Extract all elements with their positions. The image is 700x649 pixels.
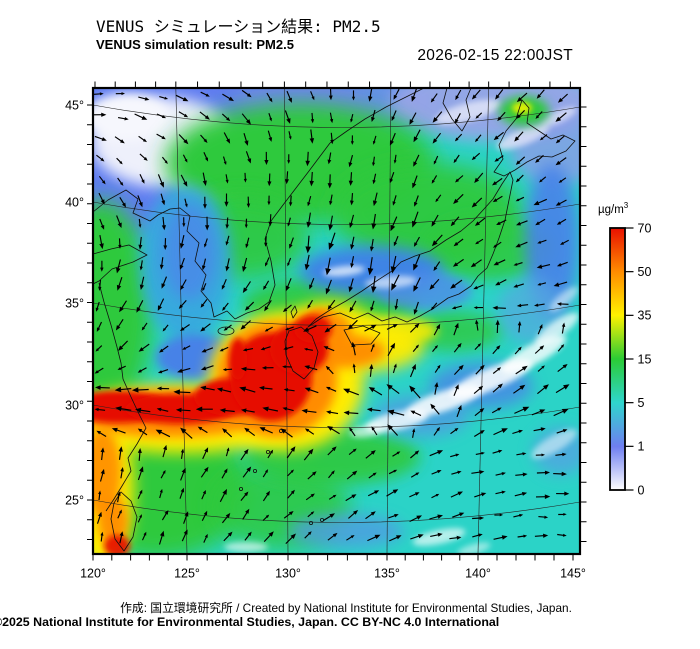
simulation-timestamp: 2026-02-15 22:00JST (417, 47, 573, 64)
svg-text:50: 50 (638, 265, 652, 279)
svg-text:70: 70 (638, 221, 652, 235)
svg-text:125°: 125° (174, 567, 200, 581)
svg-text:135°: 135° (374, 567, 400, 581)
wind-arrows (93, 88, 570, 545)
svg-text:35°: 35° (65, 297, 84, 311)
colorbar-unit-label: µg/m3 (598, 201, 628, 216)
colorbar-unit-exponent: 3 (623, 201, 629, 210)
cloud-streaks (224, 265, 579, 554)
page-title-english: VENUS simulation result: PM2.5 (96, 37, 294, 52)
svg-text:120°: 120° (80, 567, 106, 581)
graticule-grid (93, 88, 580, 554)
svg-text:5: 5 (638, 396, 645, 410)
colorbar: 70 50 35 15 5 1 0 (609, 221, 652, 497)
copyright-line: ©2025 National Institute for Environment… (0, 615, 500, 629)
svg-text:140°: 140° (465, 567, 491, 581)
svg-text:145°: 145° (560, 567, 586, 581)
svg-text:35: 35 (638, 309, 652, 323)
svg-text:40°: 40° (65, 196, 84, 210)
svg-text:130°: 130° (275, 567, 301, 581)
svg-text:0: 0 (638, 483, 645, 497)
map-frame (91, 86, 582, 556)
svg-text:1: 1 (638, 440, 645, 454)
svg-text:30°: 30° (65, 399, 84, 413)
credit-line: 作成: 国立環境研究所 / Created by National Instit… (120, 601, 572, 615)
colorbar-unit-base: µg/m (598, 203, 624, 216)
svg-text:15: 15 (638, 352, 652, 366)
svg-text:45°: 45° (65, 99, 84, 113)
page-title-japanese: VENUS シミュレーション結果: PM2.5 (96, 17, 381, 36)
axis-labels: 45° 40° 35° 30° 25° 120° 125° 130° 135° 140° 145° (65, 99, 586, 581)
concentration-field (93, 88, 580, 554)
axis-ticks (87, 81, 587, 561)
svg-text:25°: 25° (65, 494, 84, 508)
